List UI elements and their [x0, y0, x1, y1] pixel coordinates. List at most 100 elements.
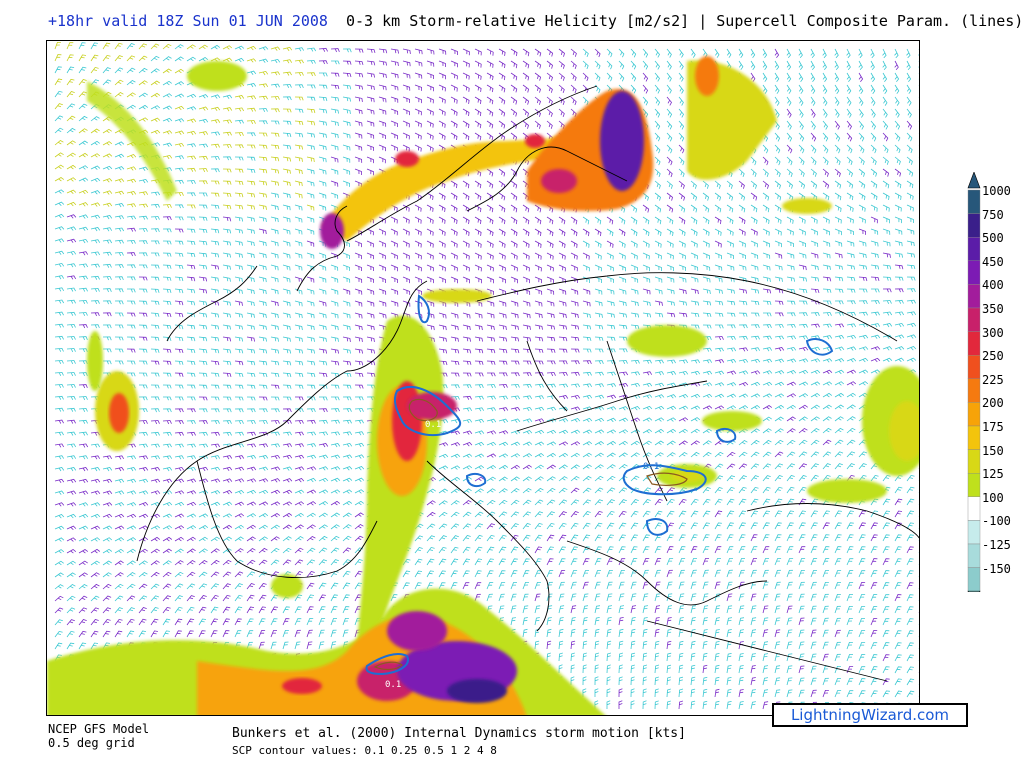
- wind-barb: [522, 511, 532, 518]
- wind-barb: [474, 441, 485, 447]
- wind-barb: [90, 165, 101, 170]
- wind-barb: [606, 360, 616, 365]
- wind-barb: [570, 429, 581, 434]
- wind-barb: [522, 108, 529, 117]
- wind-barb: [726, 617, 733, 626]
- wind-barb: [870, 120, 876, 130]
- wind-barb: [786, 192, 794, 201]
- wind-barb: [210, 606, 219, 614]
- wind-barb: [570, 534, 579, 542]
- wind-barb: [54, 537, 65, 542]
- wind-barb: [558, 605, 565, 614]
- wind-barb: [714, 534, 722, 542]
- wind-barb: [438, 204, 446, 212]
- wind-barb: [822, 264, 831, 270]
- wind-barb: [558, 628, 564, 638]
- wind-barb: [654, 300, 663, 306]
- wind-barb: [54, 78, 63, 86]
- wind-barb: [474, 384, 484, 389]
- wind-barb: [402, 84, 411, 91]
- wind-barb: [126, 572, 136, 578]
- wind-barb: [210, 443, 221, 448]
- wind-barb: [654, 569, 661, 578]
- wind-barb: [114, 276, 124, 281]
- wind-barb: [474, 395, 484, 400]
- wind-barb: [702, 617, 708, 626]
- wind-barb: [138, 607, 147, 614]
- wind-barb: [607, 348, 616, 353]
- wind-barb: [738, 475, 747, 482]
- wind-barb: [534, 240, 542, 248]
- wind-barb: [174, 455, 185, 460]
- wind-barb: [342, 48, 352, 53]
- wind-barb: [510, 453, 521, 458]
- wind-barb: [210, 204, 220, 209]
- wind-barb: [546, 464, 556, 470]
- wind-barb: [450, 348, 460, 354]
- wind-barb: [114, 490, 125, 495]
- wind-barb: [174, 606, 183, 614]
- wind-barb: [66, 263, 77, 268]
- wind-barb: [390, 240, 398, 248]
- wind-barb: [618, 72, 625, 82]
- wind-barb: [282, 360, 292, 366]
- wind-barb: [726, 689, 732, 698]
- wind-barb: [150, 595, 160, 602]
- wind-barb: [618, 546, 626, 554]
- wind-barb: [702, 312, 712, 318]
- wind-barb: [210, 336, 220, 342]
- wind-barb: [126, 252, 136, 257]
- wind-barb: [366, 336, 375, 342]
- wind-barb: [114, 478, 125, 484]
- wind-barb: [342, 384, 352, 389]
- wind-barb: [198, 348, 208, 354]
- wind-barb: [462, 407, 473, 412]
- weather-map[interactable]: 0.1 0.1 0.1: [46, 40, 920, 716]
- wind-barb: [306, 336, 315, 342]
- wind-barb: [546, 452, 557, 458]
- wind-barb: [78, 312, 88, 316]
- wind-barb: [354, 348, 363, 354]
- wind-barb: [306, 360, 316, 366]
- wind-barb: [198, 560, 208, 566]
- wind-barb: [510, 605, 517, 614]
- wind-barb: [318, 144, 327, 151]
- wind-barb: [834, 346, 845, 351]
- wind-barb: [690, 700, 696, 710]
- wind-barb: [630, 640, 636, 650]
- wind-barb: [270, 360, 280, 366]
- wind-barb: [558, 570, 566, 578]
- wind-barb: [582, 617, 588, 626]
- wind-barb: [390, 84, 399, 91]
- wind-barb: [163, 396, 172, 401]
- wind-barb: [426, 523, 436, 530]
- wind-barb: [606, 288, 615, 295]
- wind-barb: [702, 324, 712, 329]
- wind-barb: [582, 475, 592, 482]
- wind-barb: [450, 180, 458, 189]
- wind-barb: [402, 288, 411, 295]
- wind-barb: [690, 558, 697, 566]
- wind-barb: [606, 264, 614, 272]
- wind-barb: [126, 348, 136, 353]
- wind-barb: [870, 311, 880, 316]
- wind-barb: [582, 593, 589, 602]
- lightningwizard-brand-link[interactable]: LightningWizard.com: [772, 703, 968, 727]
- wind-barb: [618, 510, 627, 518]
- wind-barb: [846, 60, 851, 71]
- wind-barb: [678, 252, 686, 260]
- wind-barb: [702, 359, 713, 364]
- wind-barb: [378, 132, 386, 140]
- wind-barb: [774, 498, 783, 506]
- wind-barb: [642, 405, 653, 411]
- wind-barb: [306, 524, 316, 530]
- wind-barb: [138, 431, 148, 436]
- wind-barb: [702, 370, 713, 376]
- wind-barb: [762, 156, 769, 166]
- wind-barb: [810, 677, 817, 686]
- wind-barb: [822, 96, 828, 106]
- wind-barb: [282, 324, 291, 330]
- wind-barb: [498, 593, 505, 602]
- wind-barb: [690, 510, 699, 518]
- wind-barb: [306, 594, 315, 602]
